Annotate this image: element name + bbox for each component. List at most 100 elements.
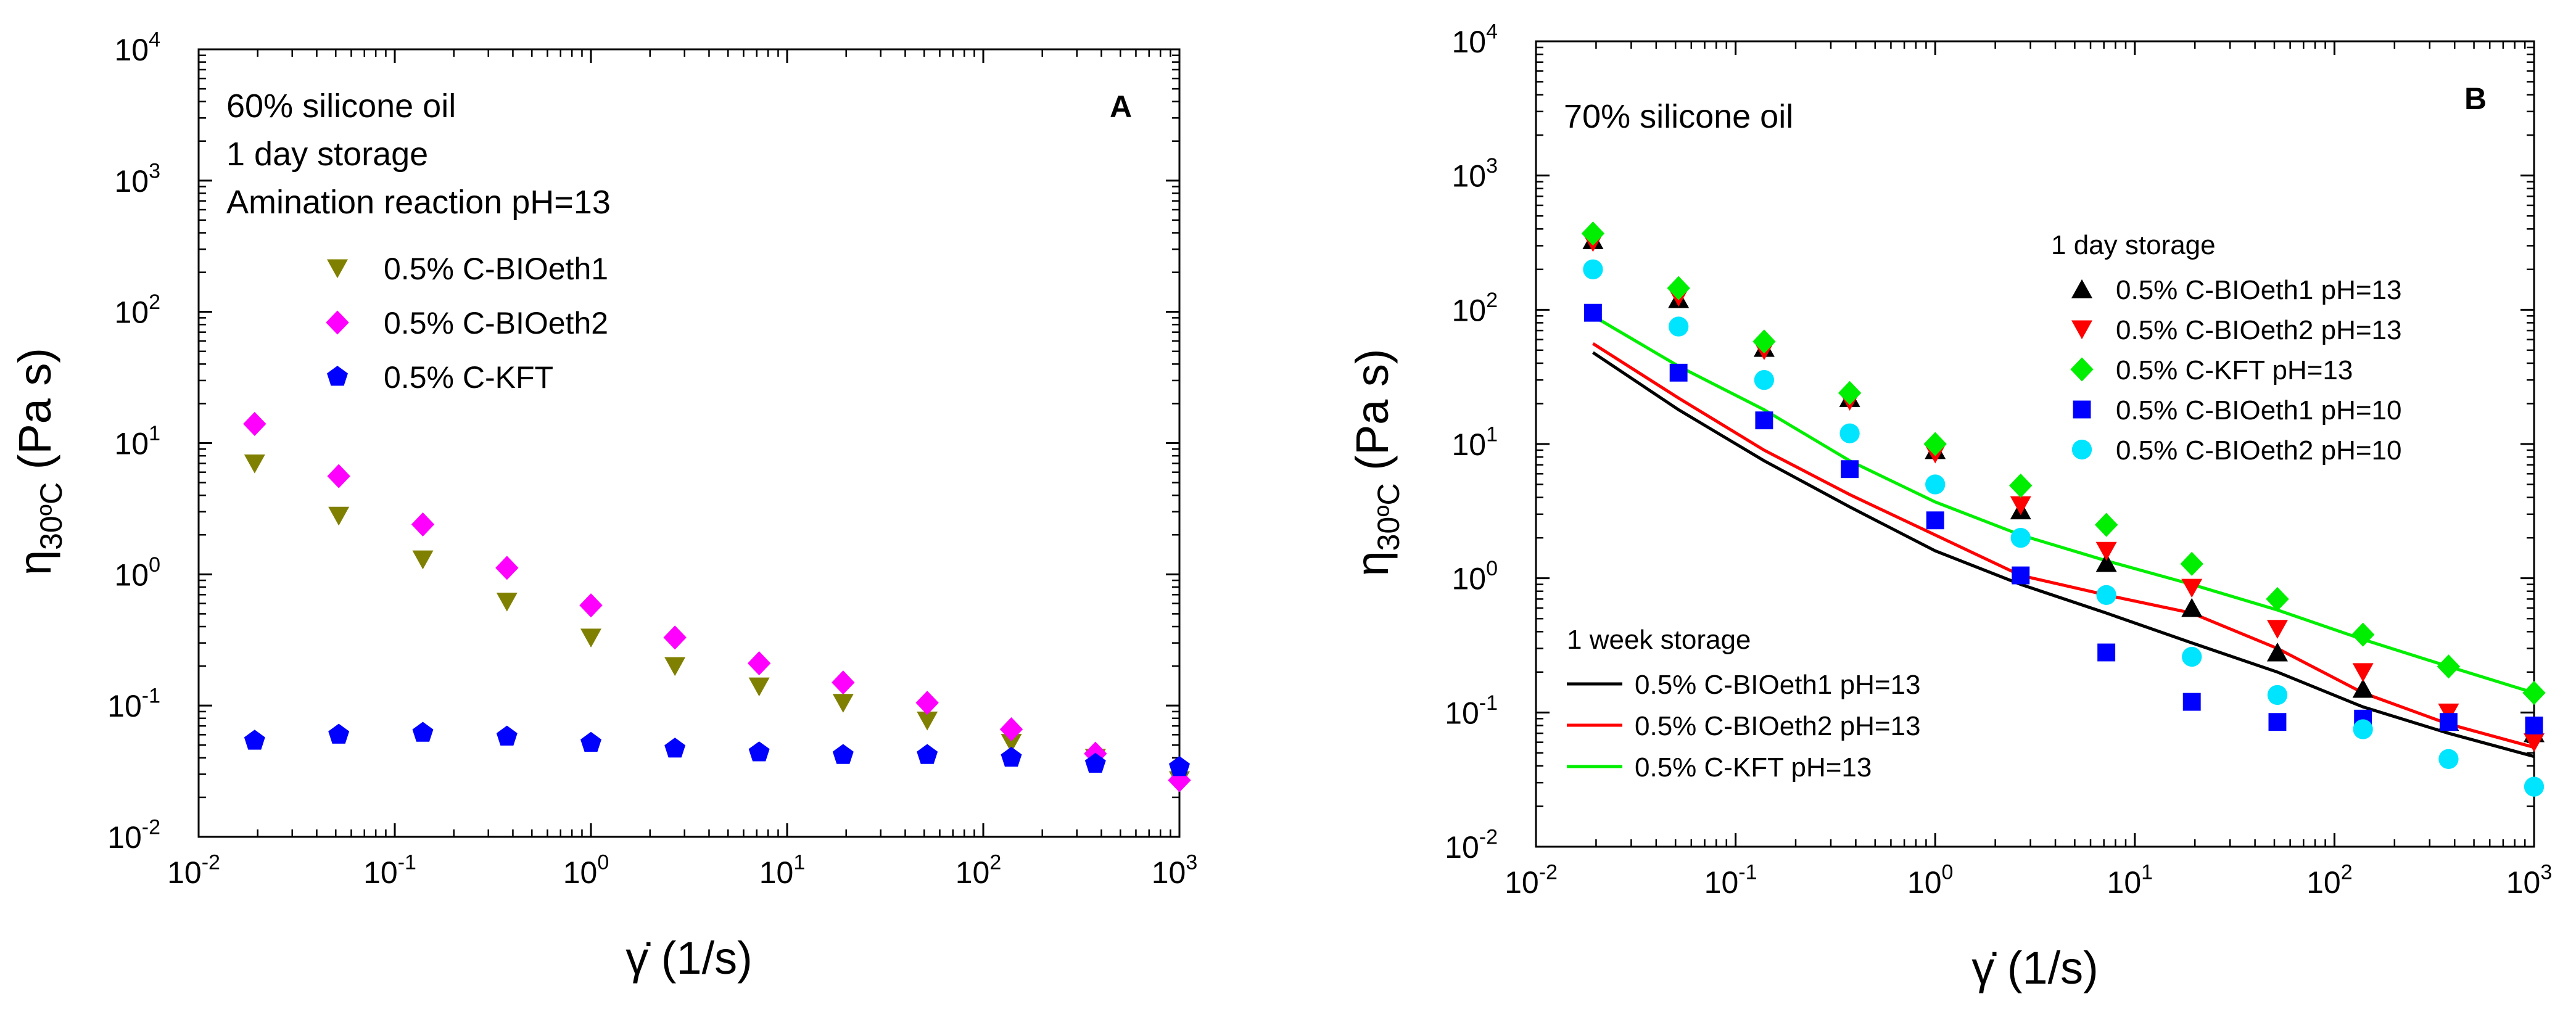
y-tick-label: 102 bbox=[1451, 289, 1498, 328]
data-point bbox=[2352, 663, 2374, 682]
data-point bbox=[2182, 646, 2202, 667]
annotation-text: 70% silicone oil bbox=[1564, 98, 1793, 135]
data-point bbox=[243, 411, 266, 436]
y-tick-label: 104 bbox=[114, 28, 160, 68]
data-point bbox=[2181, 598, 2203, 617]
data-point bbox=[917, 711, 938, 731]
legend-marker bbox=[327, 366, 348, 386]
y-tick-label: 101 bbox=[1451, 423, 1498, 463]
annotation-text: 60% silicone oil bbox=[226, 88, 456, 125]
legend-label: 0.5% C-BIOeth2 pH=10 bbox=[2116, 435, 2401, 466]
legend-label: 0.5% C-BIOeth1 pH=13 bbox=[2116, 275, 2401, 305]
legend-title: 1 day storage bbox=[2051, 230, 2216, 260]
data-point bbox=[2266, 620, 2288, 639]
data-point bbox=[2524, 776, 2545, 797]
data-point bbox=[1001, 734, 1022, 753]
data-point bbox=[1754, 369, 1775, 390]
data-point bbox=[2438, 749, 2459, 769]
legend-label: 0.5% C-KFT pH=13 bbox=[2116, 355, 2353, 385]
data-point bbox=[1925, 474, 1946, 495]
data-point bbox=[2439, 713, 2458, 731]
data-point bbox=[495, 556, 519, 580]
data-point bbox=[832, 670, 855, 695]
data-point bbox=[2009, 473, 2033, 498]
legend-label: 0.5% C-KFT bbox=[384, 360, 553, 395]
annotation-text: 1 day storage bbox=[226, 136, 428, 173]
data-point bbox=[412, 722, 434, 742]
y-tick-label: 103 bbox=[1451, 154, 1498, 194]
data-point bbox=[663, 625, 687, 650]
data-point bbox=[1752, 329, 1776, 354]
data-point bbox=[2095, 541, 2117, 561]
data-point bbox=[2351, 622, 2375, 647]
legend-label: 0.5% C-BIOeth2 pH=13 bbox=[1635, 711, 1920, 741]
data-point bbox=[328, 506, 350, 526]
legend-title: 1 week storage bbox=[1567, 625, 1751, 655]
legend-label: 0.5% C-BIOeth2 pH=13 bbox=[2116, 315, 2401, 345]
data-point bbox=[411, 512, 435, 537]
data-point bbox=[580, 731, 601, 752]
legend-label: 0.5% C-BIOeth1 pH=13 bbox=[1635, 670, 1920, 700]
legend-label: 0.5% C-BIOeth2 bbox=[384, 306, 608, 340]
y-tick-label: 10-1 bbox=[107, 685, 160, 724]
data-point bbox=[2094, 512, 2118, 537]
panel-letter: A bbox=[1110, 89, 1132, 124]
data-point bbox=[2012, 566, 2030, 585]
legend-marker bbox=[2071, 320, 2092, 340]
data-point bbox=[664, 738, 686, 758]
data-point bbox=[1084, 752, 1106, 773]
legend-marker bbox=[327, 259, 348, 279]
data-point bbox=[1583, 259, 1603, 279]
series-line bbox=[1592, 315, 2535, 694]
x-tick-label: 101 bbox=[759, 851, 806, 890]
legend-label: 0.5% C-KFT pH=13 bbox=[1635, 752, 1872, 783]
y-tick-label: 10-2 bbox=[107, 816, 160, 855]
data-point bbox=[747, 651, 771, 676]
data-point bbox=[2353, 719, 2373, 739]
data-point bbox=[748, 677, 770, 697]
data-point bbox=[832, 744, 854, 764]
x-tick-label: 101 bbox=[2107, 861, 2153, 900]
y-tick-label: 101 bbox=[114, 422, 160, 461]
data-point bbox=[1926, 511, 1944, 530]
data-point bbox=[1001, 747, 1022, 767]
y-axis-label: η30ºC (Pa s) bbox=[9, 348, 68, 575]
x-tick-label: 100 bbox=[1907, 861, 1954, 900]
data-point bbox=[999, 717, 1023, 742]
data-point bbox=[2525, 716, 2543, 734]
data-point bbox=[1838, 380, 1862, 405]
data-point bbox=[1667, 276, 1690, 300]
x-tick-label: 103 bbox=[2506, 861, 2553, 900]
data-point bbox=[2267, 685, 2288, 705]
data-point bbox=[1841, 460, 1859, 479]
data-point bbox=[1669, 316, 1689, 337]
data-point bbox=[2266, 642, 2288, 662]
data-point bbox=[748, 741, 770, 762]
data-point bbox=[1755, 411, 1773, 430]
data-point bbox=[2181, 578, 2203, 598]
y-tick-label: 100 bbox=[114, 553, 160, 593]
x-tick-label: 103 bbox=[1152, 851, 1198, 890]
data-point bbox=[2437, 654, 2461, 679]
data-point bbox=[2010, 496, 2031, 516]
data-point bbox=[2095, 553, 2117, 572]
data-point bbox=[2096, 585, 2116, 606]
data-point bbox=[2010, 527, 2031, 548]
legend-marker bbox=[2071, 439, 2092, 460]
data-point bbox=[579, 593, 603, 618]
y-tick-label: 104 bbox=[1451, 20, 1498, 60]
series-line bbox=[1592, 351, 2535, 759]
x-axis-label: γ̇ (1/s) bbox=[1971, 942, 2099, 993]
y-tick-label: 10-2 bbox=[1445, 826, 1498, 865]
data-point bbox=[2097, 643, 2116, 662]
annotation-text: Amination reaction pH=13 bbox=[226, 184, 611, 221]
x-tick-label: 10-2 bbox=[167, 851, 220, 890]
series-line bbox=[1592, 342, 2535, 749]
data-point bbox=[832, 694, 854, 713]
data-point bbox=[496, 593, 518, 612]
y-tick-label: 102 bbox=[114, 290, 160, 330]
legend-marker bbox=[2071, 279, 2092, 298]
data-point bbox=[1169, 756, 1190, 776]
data-point bbox=[664, 657, 686, 677]
